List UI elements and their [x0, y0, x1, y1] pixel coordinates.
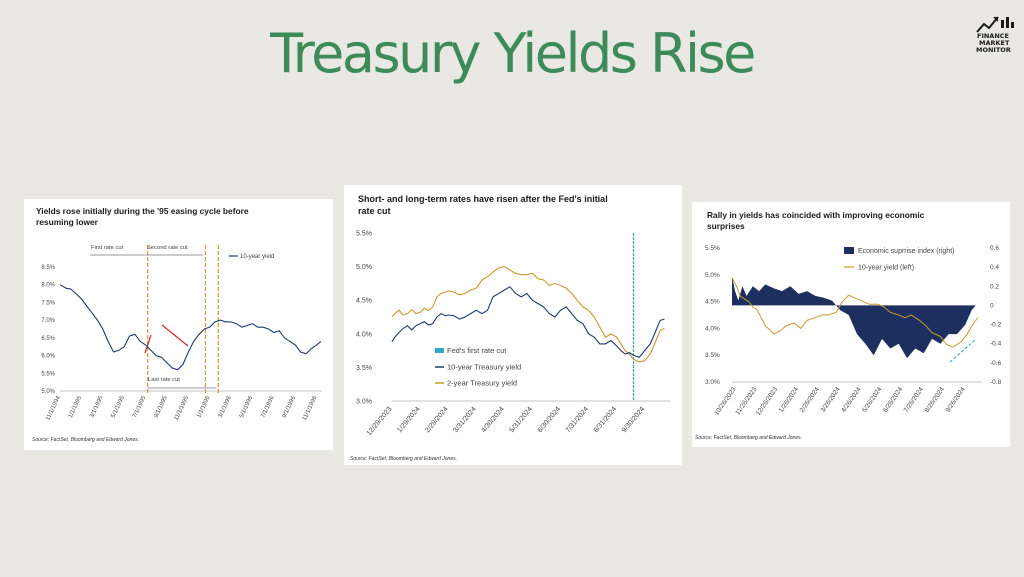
legend-label: 10-year yield — [240, 254, 274, 260]
x-tick-label: 3/26/2024 — [819, 386, 842, 414]
y-left-tick-label: 5.5% — [705, 245, 720, 252]
y-tick-label: 5.5% — [356, 231, 372, 238]
y-left-tick-label: 4.0% — [705, 325, 720, 332]
chart-2-plot: 3.0% 3.5% 4.0% 4.5% 5.0% 5.5% 12/29/2023 1/29/2… — [356, 231, 670, 437]
chart-panel-3: Rally in yields has coincided with impro… — [692, 202, 1010, 447]
legend-label: 10-year yield (left) — [858, 265, 914, 272]
logo-line-3: MONITOR — [976, 46, 1011, 54]
series-area-economic-surprise-index — [732, 276, 976, 359]
trend-arrow-up — [144, 334, 152, 354]
x-tick-label: 3/1/1995 — [89, 395, 105, 419]
x-tick-label: 12/29/2023 — [366, 406, 394, 437]
y-tick-label: 4.0% — [356, 331, 372, 338]
series-line-10-year-treasury-yield — [391, 286, 665, 358]
y-tick-label: 3.5% — [356, 365, 372, 372]
x-tick-label: 6/30/2024 — [537, 406, 562, 434]
x-tick-label: 11/1/1995 — [174, 395, 191, 422]
x-tick-label: 5/1/1995 — [111, 395, 127, 419]
annotation-label: Second rate cut — [147, 245, 188, 251]
annotation-label: First rate cut — [91, 245, 124, 251]
x-tick-label: 11/1/1996 — [302, 395, 319, 422]
y-tick-label: 3.0% — [356, 399, 372, 406]
y-right-tick-label: -0.8 — [990, 379, 1002, 386]
x-tick-label: 7/31/2024 — [565, 406, 590, 434]
x-tick-label: 9/1/1995 — [153, 395, 169, 419]
y-left-tick-label: 5.0% — [705, 272, 720, 279]
x-tick-label: 9/1/1996 — [282, 395, 298, 419]
x-tick-label: 2/26/2024 — [799, 386, 822, 414]
y-right-tick-label: 0.4 — [990, 264, 999, 271]
x-tick-label: 3/1/1996 — [218, 395, 234, 419]
annotation-label: Last rate cut — [148, 377, 180, 383]
y-tick-label: 4.5% — [356, 298, 372, 305]
trend-arrow-down — [161, 324, 189, 347]
y-tick-label: 7.5% — [41, 300, 55, 306]
legend-label: 2-year Treasury yield — [447, 379, 517, 388]
chart-1-source: Source: FactSet, Bloomberg and Edward Jo… — [32, 437, 140, 443]
chart-panel-2: Short- and long-term rates have risen af… — [344, 185, 682, 465]
x-tick-label: 8/31/2024 — [593, 406, 618, 434]
y-tick-label: 8.5% — [41, 265, 55, 271]
legend-label: Fed's first rate cut — [447, 346, 507, 355]
y-tick-label: 7.0% — [41, 318, 55, 324]
series-line-10-year-yield — [59, 284, 322, 371]
page-title: Treasury Yields Rise — [270, 22, 756, 85]
legend-swatch — [844, 247, 854, 254]
x-tick-label: 5/26/2024 — [861, 386, 884, 414]
x-tick-label: 6/26/2024 — [882, 386, 905, 414]
legend-label: 10-year Treasury yield — [447, 363, 521, 372]
x-tick-label: 1/29/2024 — [396, 406, 421, 434]
x-tick-label: 11/1/1994 — [45, 395, 62, 422]
logo-line-2: MARKET — [979, 39, 1010, 47]
trend-arrow — [949, 339, 976, 363]
x-tick-label: 7/26/2024 — [903, 386, 926, 414]
y-left-tick-label: 3.0% — [705, 379, 720, 386]
y-right-tick-label: 0.6 — [990, 245, 999, 252]
x-tick-label: 5/31/2024 — [509, 406, 534, 434]
x-tick-label: 8/26/2024 — [924, 386, 947, 414]
x-tick-label: 9/26/2024 — [944, 386, 967, 414]
y-tick-label: 5.0% — [356, 264, 372, 271]
y-tick-label: 5.0% — [41, 389, 55, 395]
series-line-10-year-yield — [731, 277, 979, 348]
y-right-tick-label: -0.2 — [990, 322, 1002, 329]
x-tick-label: 4/30/2024 — [480, 406, 505, 434]
series-line-2-year-treasury-yield — [391, 266, 665, 363]
logo-trend-icon — [976, 16, 999, 33]
x-tick-label: 2/29/2024 — [424, 406, 449, 434]
x-tick-label: 1/1/1995 — [68, 395, 84, 419]
legend-swatch — [435, 348, 444, 353]
y-left-tick-label: 3.5% — [705, 352, 720, 359]
finance-market-monitor-logo: FINANCE MARKET MONITOR — [976, 16, 1014, 54]
x-tick-label: 4/26/2024 — [840, 386, 863, 414]
y-tick-label: 6.5% — [41, 336, 55, 342]
chart-1-plot: 5.0% 5.5% 6.0% 6.5% 7.0% 7.5% 8.0% 8.5% 11/1/199… — [41, 245, 322, 422]
chart-3-source: Source: FactSet, Bloomberg and Edward Jo… — [695, 435, 803, 441]
y-right-tick-label: -0.6 — [990, 360, 1002, 367]
chart-1-title: Yields rose initially during the '95 eas… — [36, 206, 249, 228]
x-tick-label: 3/31/2024 — [452, 406, 477, 434]
logo-line-1: FINANCE — [977, 32, 1009, 40]
chart-3-title: Rally in yields has coincided with impro… — [707, 210, 925, 232]
y-right-tick-label: -0.4 — [990, 341, 1002, 348]
x-tick-label: 12/26/2023 — [755, 386, 780, 417]
legend-label: Economic suprrise index (right) — [858, 248, 954, 255]
y-tick-label: 5.5% — [41, 371, 55, 377]
y-tick-label: 6.0% — [41, 354, 55, 360]
y-right-tick-label: 0.2 — [990, 283, 999, 290]
chart-2-source: Source: FactSet, Bloomberg and Edward Jo… — [350, 456, 458, 462]
x-tick-label: 7/1/1995 — [132, 395, 148, 419]
x-tick-label: 7/1/1996 — [260, 395, 276, 419]
x-tick-label: 1/26/2024 — [778, 386, 801, 414]
chart-panel-1: Yields rose initially during the '95 eas… — [24, 199, 333, 450]
x-tick-label: 9/30/2024 — [621, 406, 646, 434]
y-right-tick-label: 0 — [990, 302, 994, 309]
y-left-tick-label: 4.5% — [705, 299, 720, 306]
chart-2-title: Short- and long-term rates have risen af… — [358, 194, 608, 217]
chart-3-plot: 3.0% 3.5% 4.0% 4.5% 5.0% 5.5% -0.8 -0.6 -0.4 -0.2… — [705, 245, 1002, 417]
x-tick-label: 5/1/1996 — [239, 395, 255, 419]
y-tick-label: 8.0% — [41, 283, 55, 289]
x-tick-label: 1/1/1996 — [196, 395, 212, 419]
